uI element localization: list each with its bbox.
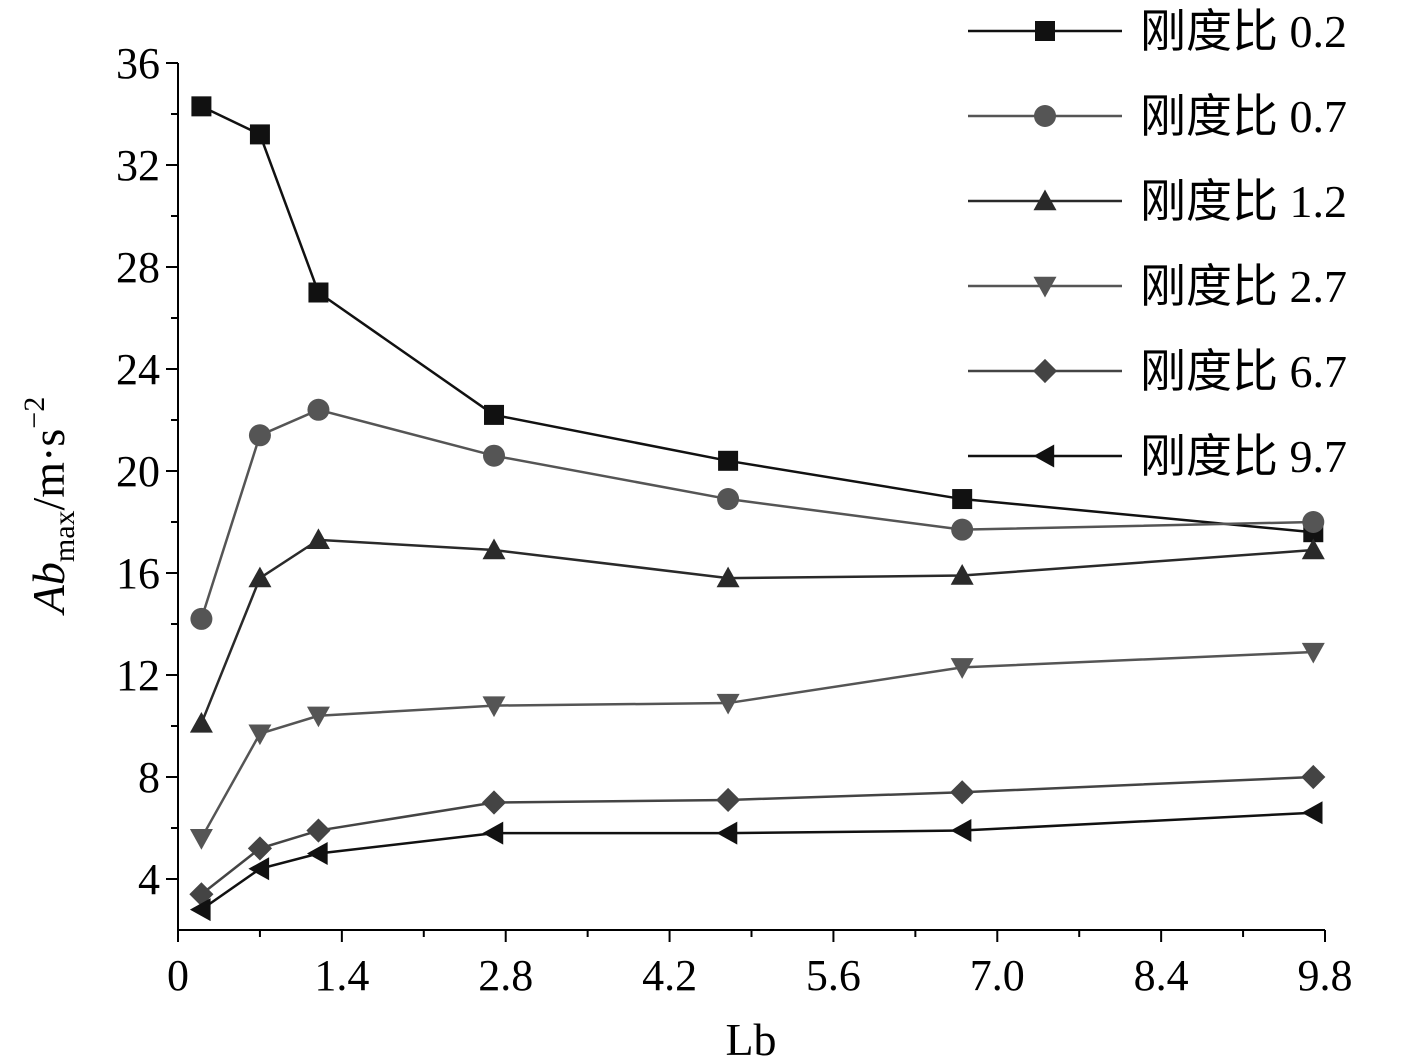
series-4 — [189, 642, 1325, 850]
data-point — [248, 857, 270, 881]
data-point — [483, 444, 506, 467]
legend: 刚度比 0.2 刚度比 0.7 刚度比 1.2 刚度比 2.7 刚度比 6.7 刚度比 9… — [968, 6, 1347, 482]
y-axis-title: Abmax/m·s−2 — [18, 397, 81, 616]
data-point — [307, 398, 330, 421]
legend-label: 刚度比 0.7 — [1140, 91, 1347, 142]
x-tick-label: 9.8 — [1298, 951, 1353, 1000]
data-point — [1301, 801, 1323, 825]
data-point — [1301, 538, 1325, 560]
data-point — [482, 538, 506, 560]
legend-label: 刚度比 0.2 — [1140, 6, 1347, 57]
y-axis-title-main: Ab — [23, 562, 74, 616]
legend-marker — [1035, 21, 1055, 41]
data-point — [189, 711, 213, 733]
axes: 4 8 12 16 20 24 28 32 36 0 1.4 2.8 4.2 5.6 7.0 8.4 9.8 — [116, 39, 1353, 1000]
series-5 — [189, 764, 1326, 907]
data-point — [190, 607, 213, 630]
data-point — [1301, 642, 1325, 664]
series-3 — [189, 528, 1325, 733]
y-tick-label: 12 — [116, 651, 160, 700]
data-point — [952, 489, 973, 510]
y-tick-label: 36 — [116, 39, 160, 88]
series-line — [200, 811, 1314, 911]
data-point — [189, 829, 213, 850]
data-point — [716, 566, 740, 588]
data-point — [484, 404, 505, 425]
data-point — [717, 488, 740, 511]
data-point — [308, 282, 329, 303]
x-tick-label: 1.4 — [314, 951, 369, 1000]
data-point — [306, 818, 331, 843]
legend-marker — [1033, 276, 1057, 298]
x-tick-label: 4.2 — [642, 951, 697, 1000]
y-tick-label: 32 — [116, 141, 160, 190]
legend-marker — [1033, 444, 1055, 468]
data-point — [718, 450, 739, 471]
data-point — [189, 898, 211, 922]
data-point — [1301, 764, 1326, 790]
x-axis-title: Lb — [725, 1014, 776, 1063]
legend-item: 刚度比 2.7 — [968, 261, 1347, 312]
y-tick-label: 16 — [116, 549, 160, 598]
data-point — [191, 96, 212, 117]
x-tick-label: 0 — [167, 951, 189, 1000]
data-point — [950, 564, 974, 585]
legend-item: 刚度比 9.7 — [968, 431, 1347, 482]
series-line — [200, 538, 1314, 724]
data-point — [1302, 511, 1325, 533]
x-tick-label: 7.0 — [970, 951, 1025, 1000]
y-axis-title-superscript: −2 — [18, 397, 51, 429]
x-tick-label: 8.4 — [1134, 951, 1189, 1000]
data-point — [716, 787, 741, 813]
data-point — [247, 836, 273, 861]
data-point — [306, 706, 330, 728]
y-axis-title-subscript: max — [48, 510, 81, 562]
legend-item: 刚度比 0.2 — [968, 6, 1347, 57]
data-point — [482, 696, 506, 718]
y-tick-label: 24 — [116, 345, 160, 394]
data-point — [306, 528, 330, 550]
legend-label: 刚度比 6.7 — [1140, 346, 1347, 397]
legend-label: 刚度比 2.7 — [1140, 261, 1347, 312]
x-tick-label: 2.8 — [478, 951, 533, 1000]
y-axis-title-unit: /m·s — [23, 429, 74, 511]
series-6 — [189, 801, 1323, 922]
series-2 — [190, 398, 1325, 630]
y-tick-label: 28 — [116, 243, 160, 292]
data-point — [189, 882, 214, 907]
data-point — [481, 790, 507, 815]
data-point — [248, 566, 272, 588]
legend-marker — [1032, 358, 1058, 384]
series-layer — [189, 96, 1326, 922]
data-point — [950, 780, 975, 805]
y-tick-label: 4 — [138, 855, 160, 904]
legend-label: 刚度比 9.7 — [1140, 431, 1347, 482]
legend-marker — [1034, 105, 1056, 127]
legend-item: 刚度比 6.7 — [968, 346, 1347, 397]
series-line — [200, 775, 1314, 896]
y-tick-label: 8 — [138, 753, 160, 802]
legend-marker — [1033, 189, 1057, 211]
data-point — [716, 821, 738, 845]
data-point — [950, 819, 972, 843]
legend-label: 刚度比 1.2 — [1140, 176, 1347, 227]
y-tick-label: 20 — [116, 447, 160, 496]
series-line — [200, 650, 1314, 839]
series-1 — [191, 96, 1324, 543]
legend-item: 刚度比 1.2 — [968, 176, 1347, 227]
data-point — [306, 842, 328, 865]
x-tick-label: 5.6 — [806, 951, 861, 1000]
data-point — [249, 124, 270, 145]
legend-item: 刚度比 0.7 — [968, 91, 1347, 142]
data-point — [950, 658, 974, 679]
data-point — [248, 424, 271, 447]
data-point — [248, 724, 272, 746]
data-point — [716, 693, 740, 715]
data-point — [951, 518, 974, 541]
data-point — [482, 821, 504, 845]
